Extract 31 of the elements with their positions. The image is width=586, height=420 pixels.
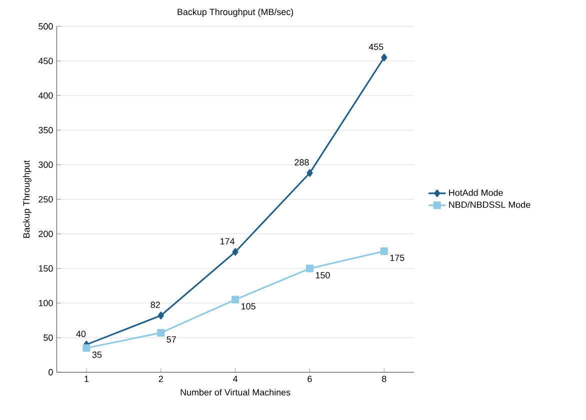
data-label: 175 bbox=[390, 254, 404, 261]
data-label: 174 bbox=[220, 238, 235, 244]
x-axis-title: Number of Virtual Machines bbox=[180, 388, 290, 396]
y-tick-label: 350 bbox=[38, 126, 53, 134]
data-label: 82 bbox=[150, 301, 160, 308]
y-tick-label: 250 bbox=[38, 196, 53, 202]
y-tick-label: 400 bbox=[38, 92, 53, 99]
x-tick-label: 1 bbox=[84, 376, 89, 382]
y-tick-label: 450 bbox=[38, 58, 53, 64]
legend-label: NBD/NBDSSL Mode bbox=[449, 201, 530, 208]
y-tick-label: 100 bbox=[38, 300, 53, 306]
x-tick-label: 8 bbox=[382, 376, 386, 382]
data-label: 288 bbox=[294, 158, 309, 166]
y-tick-label: 150 bbox=[38, 265, 53, 272]
data-label: 105 bbox=[242, 302, 256, 310]
x-tick-label: 2 bbox=[158, 376, 163, 382]
data-label: 150 bbox=[316, 272, 330, 278]
y-tick-label: 300 bbox=[38, 161, 53, 168]
x-tick-label: 6 bbox=[308, 376, 312, 382]
y-tick-label: 500 bbox=[38, 22, 53, 30]
y-tick-label: 0 bbox=[48, 368, 53, 376]
y-axis-title: Backup Throughput bbox=[23, 160, 32, 238]
data-label: 35 bbox=[92, 351, 102, 358]
y-tick-label: 50 bbox=[44, 334, 53, 341]
data-label: 455 bbox=[368, 44, 384, 50]
data-label: 40 bbox=[76, 330, 86, 337]
chart-title: Backup Throughput (MB/sec) bbox=[178, 8, 294, 17]
data-label: 57 bbox=[166, 336, 176, 342]
x-tick-label: 4 bbox=[233, 376, 238, 382]
legend-label: HotAdd Mode bbox=[449, 189, 503, 196]
y-tick-label: 200 bbox=[38, 230, 53, 237]
